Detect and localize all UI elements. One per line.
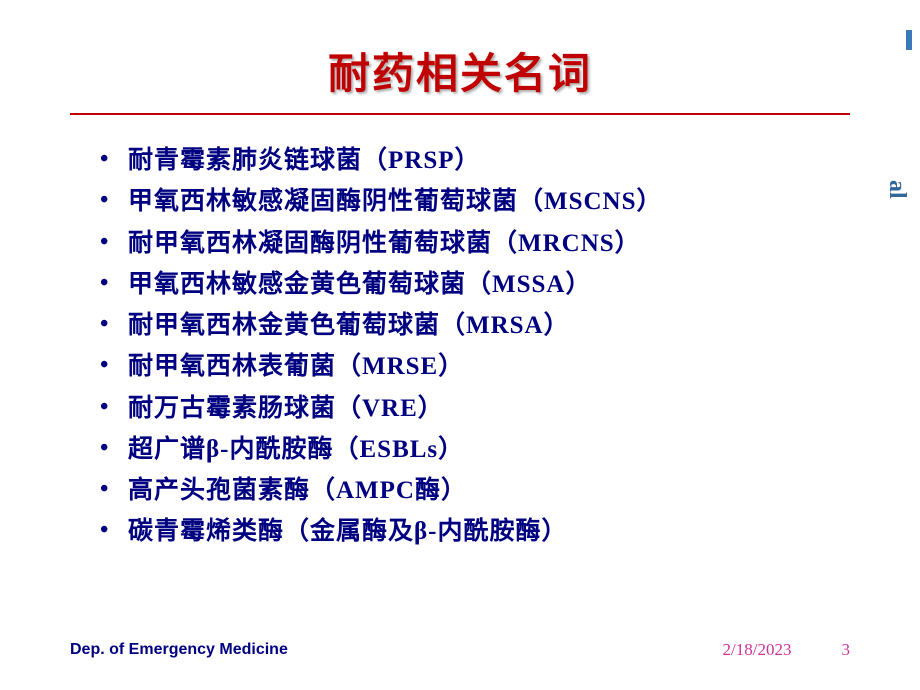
list-item: 高产头孢菌素酶（AMPC酶） <box>100 470 850 511</box>
list-item: 耐甲氧西林金黄色葡萄球菌（MRSA） <box>100 305 850 346</box>
footer-date: 2/18/2023 <box>723 640 792 660</box>
list-item: 超广谱β-内酰胺酶（ESBLs） <box>100 429 850 470</box>
footer-meta: 2/18/2023 3 <box>723 640 850 660</box>
list-item: 耐甲氧西林表葡菌（MRSE） <box>100 346 850 387</box>
footer-department: Dep. of Emergency Medicine <box>70 641 288 659</box>
terminology-list: 耐青霉素肺炎链球菌（PRSP） 甲氧西林敏感凝固酶阴性葡萄球菌（MSCNS） 耐… <box>70 140 850 553</box>
list-item: 耐甲氧西林凝固酶阴性葡萄球菌（MRCNS） <box>100 223 850 264</box>
side-accent-mark <box>906 30 912 50</box>
list-item: 甲氧西林敏感金黄色葡萄球菌（MSSA） <box>100 264 850 305</box>
slide-footer: Dep. of Emergency Medicine 2/18/2023 3 <box>0 640 920 660</box>
list-item: 耐青霉素肺炎链球菌（PRSP） <box>100 140 850 181</box>
side-decoration-text: al <box>883 180 910 199</box>
slide-title: 耐药相关名词 <box>70 40 850 101</box>
list-item: 碳青霉烯类酶（金属酶及β-内酰胺酶） <box>100 511 850 552</box>
title-divider <box>70 113 850 115</box>
list-item: 耐万古霉素肠球菌（VRE） <box>100 388 850 429</box>
slide-container: al 耐药相关名词 · 耐青霉素肺炎链球菌（PRSP） 甲氧西林敏感凝固酶阴性葡… <box>0 0 920 690</box>
footer-page-number: 3 <box>842 640 851 660</box>
list-item: 甲氧西林敏感凝固酶阴性葡萄球菌（MSCNS） <box>100 181 850 222</box>
